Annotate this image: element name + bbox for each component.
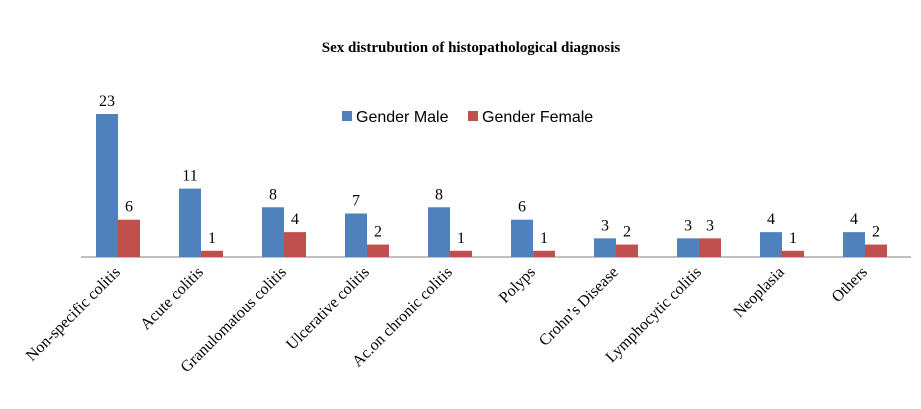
legend-swatch-male (342, 111, 352, 121)
bar-male (262, 207, 284, 257)
data-label: 23 (99, 93, 115, 110)
bar-male (843, 232, 865, 257)
legend: Gender Male Gender Female (342, 109, 593, 126)
data-label: 2 (623, 224, 631, 241)
bar-male (428, 207, 450, 257)
data-label: 4 (767, 211, 775, 228)
data-label: 2 (872, 224, 880, 241)
bar-female (865, 244, 887, 257)
data-label: 3 (684, 217, 692, 234)
legend-label-male: Gender Male (356, 109, 449, 126)
legend-swatch-female (468, 111, 478, 121)
data-label: 8 (435, 186, 443, 203)
bar-female (201, 250, 223, 257)
legend-label-female: Gender Female (482, 109, 593, 126)
bar-female (782, 250, 804, 257)
bar-female (284, 232, 306, 257)
x-tick-label: Ulcerative colitis (283, 264, 373, 354)
x-tick-label: Neoplasia (731, 264, 788, 321)
x-tick-labels: Non-specific colitis Acute colitisGranulo… (23, 264, 871, 376)
bar-female (367, 244, 389, 257)
chart-title: Sex distrubution of histopathological di… (322, 40, 621, 56)
bar-male (511, 219, 533, 257)
data-label: 6 (518, 199, 526, 216)
data-label: 1 (540, 230, 548, 247)
data-label: 1 (457, 230, 465, 247)
bar-female (118, 219, 140, 257)
bar-male (594, 238, 616, 257)
bar-female (533, 250, 555, 257)
data-label: 6 (125, 199, 133, 216)
data-label: 1 (208, 230, 216, 247)
bar-male (179, 188, 201, 257)
data-label: 1 (789, 230, 797, 247)
x-tick-label: Non-specific colitis (23, 264, 124, 365)
bar-female (616, 244, 638, 257)
bar-female (450, 250, 472, 257)
data-label: 2 (374, 224, 382, 241)
bar-female (699, 238, 721, 257)
bars (96, 114, 887, 257)
data-label: 3 (706, 217, 714, 234)
data-label: 8 (269, 186, 277, 203)
x-tick-label: Acute colitis (137, 264, 207, 334)
x-tick-label: Others (829, 264, 871, 306)
bar-male (96, 114, 118, 257)
data-label: 11 (182, 168, 197, 185)
bar-male (677, 238, 699, 257)
data-label: 3 (601, 217, 609, 234)
bar-male (760, 232, 782, 257)
data-label: 4 (291, 211, 299, 228)
bar-male (345, 213, 367, 257)
data-label: 4 (850, 211, 858, 228)
x-tick-label: Crohn’s Disease (536, 264, 622, 350)
x-tick-label: Polyps (496, 264, 539, 307)
data-label: 7 (352, 192, 360, 209)
